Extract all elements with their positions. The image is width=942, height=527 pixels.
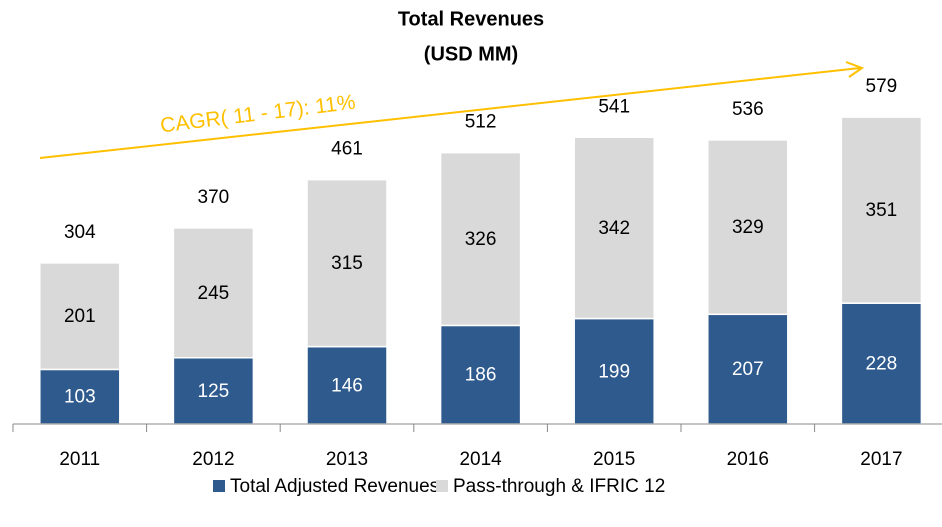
data-label: 329 — [732, 217, 764, 238]
x-tick-label: 2012 — [192, 449, 234, 470]
total-label: 304 — [64, 222, 96, 243]
total-label: 536 — [732, 99, 764, 120]
x-tick-label: 2015 — [593, 449, 635, 470]
bar-segment — [439, 151, 522, 327]
total-label: 512 — [465, 112, 497, 133]
data-label: 207 — [732, 359, 764, 380]
bar-segment — [306, 178, 388, 348]
x-tick-label: 2016 — [727, 449, 769, 470]
data-label: 103 — [64, 387, 96, 408]
data-label: 326 — [465, 229, 497, 250]
data-label: 125 — [198, 381, 230, 402]
data-label: 146 — [331, 375, 363, 396]
arrow-head — [845, 61, 865, 78]
x-tick-label: 2014 — [459, 449, 502, 470]
chart-title: Total Revenues — [398, 8, 544, 30]
legend-label: Pass-through & IFRIC 12 — [453, 476, 665, 497]
bar-segment — [707, 139, 789, 316]
legend-swatch — [436, 480, 448, 492]
legend-swatch — [213, 480, 225, 492]
total-label: 461 — [331, 139, 363, 160]
bar-segment — [39, 368, 121, 425]
data-label: 315 — [331, 253, 363, 274]
data-label: 186 — [465, 365, 497, 386]
x-tick-label: 2011 — [59, 449, 100, 470]
data-label: 228 — [866, 354, 898, 375]
chart-subtitle: (USD MM) — [424, 43, 518, 65]
bar-segment — [707, 313, 789, 425]
data-label: 201 — [64, 306, 96, 327]
bar-segment — [39, 262, 121, 371]
legend-label: Total Adjusted Revenues — [230, 476, 439, 497]
cagr-arrow — [39, 67, 861, 159]
total-label: 541 — [598, 96, 630, 117]
data-label: 351 — [866, 200, 898, 221]
annotation: CAGR( 11 - 17): 11% — [159, 91, 357, 138]
total-label: 579 — [866, 76, 898, 97]
total-label: 370 — [198, 187, 230, 208]
data-label: 199 — [598, 361, 630, 382]
bar-segment — [172, 227, 255, 359]
bar-segment — [840, 116, 923, 304]
data-label: 245 — [198, 283, 230, 304]
x-tick-label: 2013 — [326, 449, 368, 470]
x-tick-label: 2017 — [860, 449, 902, 470]
data-label: 342 — [598, 218, 630, 239]
bar-segment — [573, 136, 655, 320]
